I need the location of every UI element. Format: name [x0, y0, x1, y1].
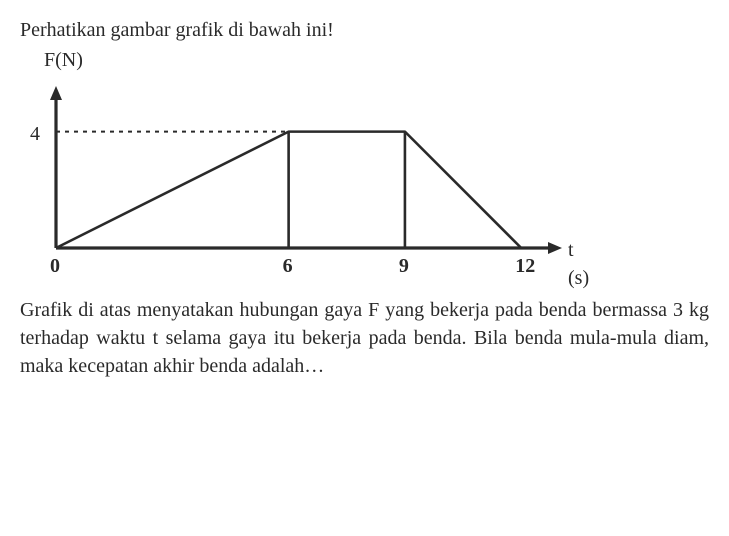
y-tick-label: 4	[30, 120, 40, 148]
x-tick-label: 6	[283, 252, 293, 280]
question-text: Grafik di atas menyatakan hubungan gaya …	[20, 296, 709, 380]
force-time-chart	[20, 78, 580, 288]
intro-text: Perhatikan gambar grafik di bawah ini!	[20, 16, 709, 44]
x-tick-label: 9	[399, 252, 409, 280]
x-tick-label: 0	[50, 252, 60, 280]
y-axis-label: F(N)	[44, 46, 709, 74]
chart-container: 406912t (s)	[20, 78, 580, 288]
x-tick-label: 12	[515, 252, 535, 280]
x-axis-label: t (s)	[568, 236, 589, 292]
